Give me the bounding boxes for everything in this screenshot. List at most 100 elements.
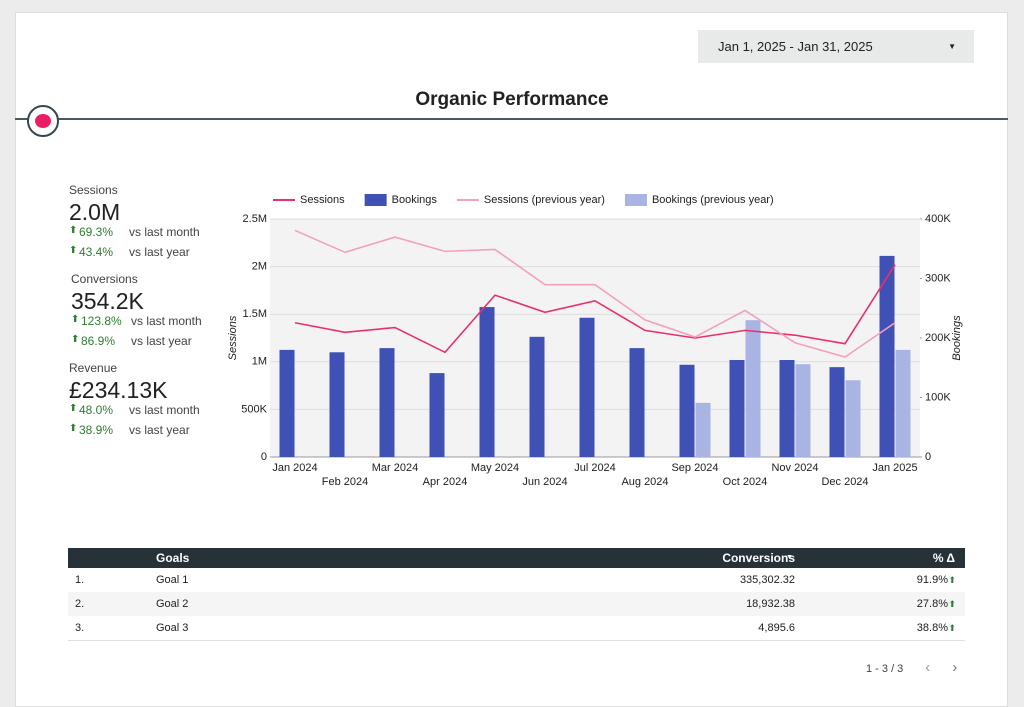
kpi-label: Conversions <box>71 272 138 286</box>
kpi-comparison: vs last month <box>131 314 202 328</box>
bar <box>895 349 911 457</box>
y-tick-label: 1M <box>252 356 267 368</box>
up-arrow: ⬆ <box>948 623 956 633</box>
x-tick-label: Nov 2024 <box>771 462 818 474</box>
x-tick-label: Feb 2024 <box>322 476 368 488</box>
bar <box>479 307 495 457</box>
legend-label: Bookings (previous year) <box>652 194 774 206</box>
row-index: 3. <box>75 622 85 634</box>
conversions: 18,932.38 <box>746 598 795 610</box>
kpi-delta: 86.9% <box>81 334 116 348</box>
bar <box>829 367 845 457</box>
y2-axis-title: Bookings <box>951 315 963 361</box>
bar <box>529 336 545 457</box>
kpi-comparison: vs last month <box>129 225 200 239</box>
bar <box>679 364 695 457</box>
kpi-comparison: vs last month <box>129 403 200 417</box>
kpi-delta: 69.3% <box>79 225 114 239</box>
next-page[interactable]: › <box>952 659 958 676</box>
divider <box>15 118 1008 120</box>
table-header: Goals Conversions % Δ ▼ <box>68 548 965 568</box>
kpi-delta: 43.4% <box>79 245 114 259</box>
page-count: 1 - 3 / 3 <box>866 663 904 675</box>
y-axis-title: Sessions <box>227 315 239 360</box>
bar <box>845 380 861 457</box>
date-range: Jan 1, 2025 - Jan 31, 2025 <box>718 39 873 54</box>
bar <box>279 349 295 457</box>
kpi-comparison: vs last year <box>129 245 190 259</box>
x-tick-label: Mar 2024 <box>372 462 418 474</box>
column-header: Goals <box>156 551 190 565</box>
legend-swatch <box>364 194 387 206</box>
report-title: Organic Performance <box>415 89 609 110</box>
delta: 27.8% <box>916 598 948 610</box>
conversions: 4,895.6 <box>758 622 795 634</box>
kpi-delta: 48.0% <box>79 403 114 417</box>
legend-label: Bookings <box>392 194 438 206</box>
date-range-picker[interactable]: Jan 1, 2025 - Jan 31, 2025 ▼ <box>698 30 974 63</box>
y2-tick-label: 100K <box>925 391 951 403</box>
bar <box>779 360 795 457</box>
bar <box>795 364 811 457</box>
up-arrow: ⬆ <box>69 245 78 256</box>
kpi-value: 2.0M <box>69 199 121 225</box>
y-tick-label: 500K <box>241 403 267 415</box>
bar <box>579 317 595 457</box>
dropdown-arrow: ▼ <box>948 42 956 51</box>
legend-label: Sessions (previous year) <box>484 194 605 206</box>
x-tick-label: Jan 2024 <box>272 462 317 474</box>
y-tick-label: 1.5M <box>243 308 267 320</box>
prev-page[interactable]: ‹ <box>925 659 931 676</box>
up-arrow: ⬆ <box>69 423 78 434</box>
x-tick-label: Jun 2024 <box>522 476 567 488</box>
bar <box>629 348 645 457</box>
y2-tick-label: 300K <box>925 272 951 284</box>
kpi-value: 354.2K <box>71 288 144 314</box>
y2-tick-label: 200K <box>925 332 951 344</box>
bar <box>329 352 345 457</box>
up-arrow: ⬆ <box>69 225 78 236</box>
column-header: Conversions <box>722 551 795 565</box>
y-tick-label: 2.5M <box>243 213 267 225</box>
legend-swatch <box>624 194 647 206</box>
combo-chart: 0 500K 1M 1.5M 2M 2.5M 0 100K 200K 300K 400K Sessio… <box>227 194 963 488</box>
plot-area <box>270 219 920 457</box>
line <box>294 229 896 358</box>
x-tick-label: Dec 2024 <box>821 476 868 488</box>
x-tick-label: May 2024 <box>471 462 519 474</box>
bar <box>879 255 895 457</box>
bar <box>429 373 445 457</box>
kpi-comparison: vs last year <box>129 423 190 437</box>
kpi-label: Sessions <box>69 183 118 197</box>
bar <box>745 320 761 457</box>
row-index: 2. <box>75 598 85 610</box>
up-arrow: ⬆ <box>71 334 80 345</box>
x-tick-label: Sep 2024 <box>671 462 718 474</box>
kpi-delta: 123.8% <box>81 314 122 328</box>
column-header: % Δ <box>932 551 955 565</box>
delta: 91.9% <box>916 574 948 586</box>
table-row: 2. Goal 2 18,932.38 27.8% ⬆ <box>68 592 965 617</box>
x-tick-label: Oct 2024 <box>723 476 768 488</box>
goal-name: Goal 1 <box>156 574 189 586</box>
goal-name: Goal 2 <box>156 598 189 610</box>
up-arrow: ⬆ <box>71 314 80 325</box>
y-tick-label: 2M <box>252 261 267 273</box>
bar <box>379 348 395 457</box>
y2-tick-label: 0 <box>925 451 931 463</box>
legend-label: Sessions <box>300 194 345 206</box>
pagination: 1 - 3 / 3 ‹ › <box>866 659 957 676</box>
x-tick-label: Apr 2024 <box>423 476 468 488</box>
up-arrow: ⬆ <box>948 575 956 585</box>
up-arrow: ⬆ <box>69 403 78 414</box>
row-index: 1. <box>75 574 85 586</box>
table-row: 1. Goal 1 335,302.32 91.9% ⬆ <box>68 568 965 593</box>
kpi-delta: 38.9% <box>79 423 114 437</box>
x-tick-label: Aug 2024 <box>621 476 668 488</box>
kpi-label: Revenue <box>69 361 118 375</box>
kpi-comparison: vs last year <box>131 334 192 348</box>
conversions: 335,302.32 <box>739 574 795 586</box>
x-tick-label: Jan 2025 <box>872 462 917 474</box>
delta: 38.8% <box>916 622 948 634</box>
